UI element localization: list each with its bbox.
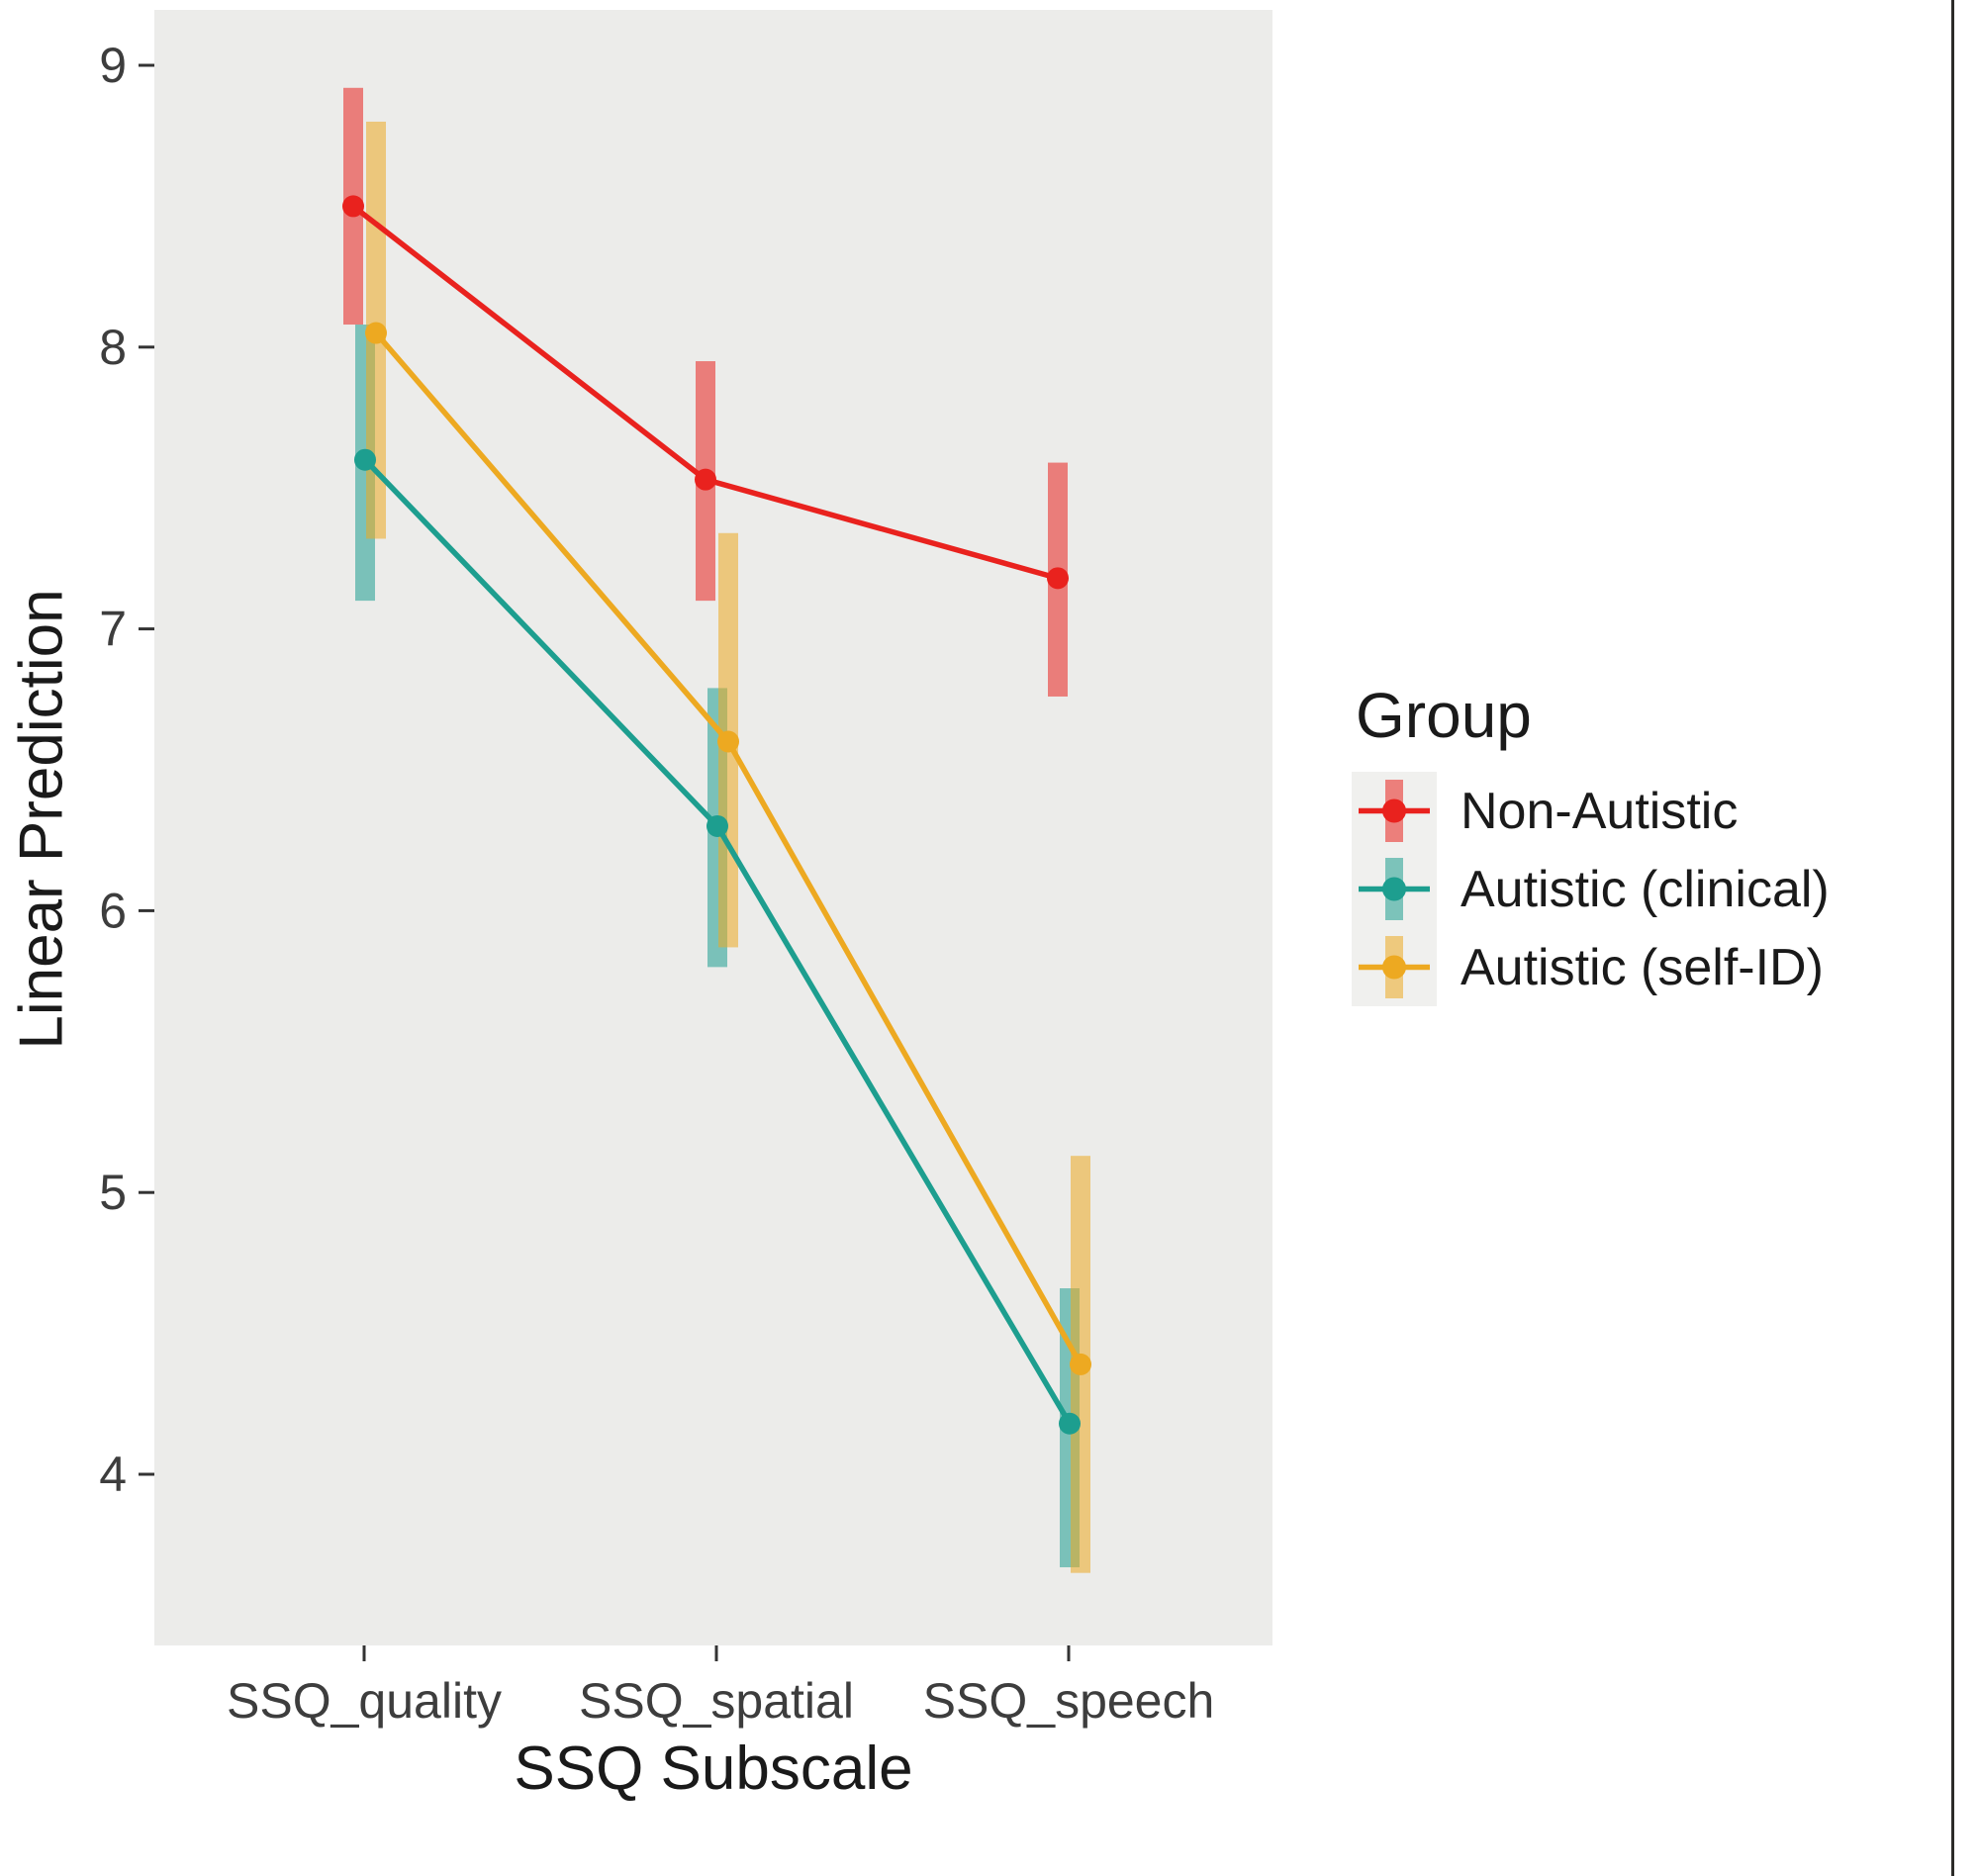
series-point xyxy=(354,448,376,471)
page-edge-line xyxy=(1951,0,1954,1876)
legend-series-point xyxy=(1382,798,1406,823)
y-tick-label: 6 xyxy=(99,883,127,938)
series-point xyxy=(1047,567,1069,590)
series-point xyxy=(365,322,387,344)
legend-item-non-autistic: Non-Autistic xyxy=(1352,772,1830,850)
legend: Group Non-Autistic Autistic (clinical) A… xyxy=(1352,679,1830,1006)
x-tick-label: SSQ_quality xyxy=(227,1673,502,1729)
legend-label: Autistic (clinical) xyxy=(1461,860,1830,918)
y-axis-title: Linear Prediction xyxy=(7,589,76,1050)
legend-item-autistic-self-id: Autistic (self-ID) xyxy=(1352,928,1830,1006)
legend-item-autistic-clinical: Autistic (clinical) xyxy=(1352,850,1830,928)
legend-key-pointrange-icon xyxy=(1352,772,1437,850)
legend-label: Autistic (self-ID) xyxy=(1461,938,1824,996)
legend-key-pointrange-icon xyxy=(1352,850,1437,928)
legend-key-pointrange-icon xyxy=(1352,928,1437,1006)
series-point xyxy=(1070,1353,1091,1375)
x-tick-label: SSQ_spatial xyxy=(579,1673,854,1729)
legend-label: Non-Autistic xyxy=(1461,782,1739,840)
legend-series-point xyxy=(1382,955,1406,980)
series-point xyxy=(342,195,364,218)
x-tick-label: SSQ_speech xyxy=(923,1673,1215,1729)
series-point xyxy=(1059,1412,1081,1435)
legend-series-point xyxy=(1382,877,1406,901)
x-axis-title: SSQ Subscale xyxy=(514,1735,913,1803)
y-tick-label: 5 xyxy=(99,1165,127,1220)
y-tick-label: 4 xyxy=(99,1447,127,1502)
series-point xyxy=(717,730,739,753)
series-point xyxy=(707,814,728,837)
legend-title: Group xyxy=(1356,680,1532,751)
y-tick-label: 7 xyxy=(99,602,127,657)
y-tick-label: 8 xyxy=(99,320,127,375)
y-tick-label: 9 xyxy=(99,38,127,93)
series-point xyxy=(695,468,716,491)
legend-items: Non-Autistic Autistic (clinical) Autisti… xyxy=(1352,772,1830,1006)
